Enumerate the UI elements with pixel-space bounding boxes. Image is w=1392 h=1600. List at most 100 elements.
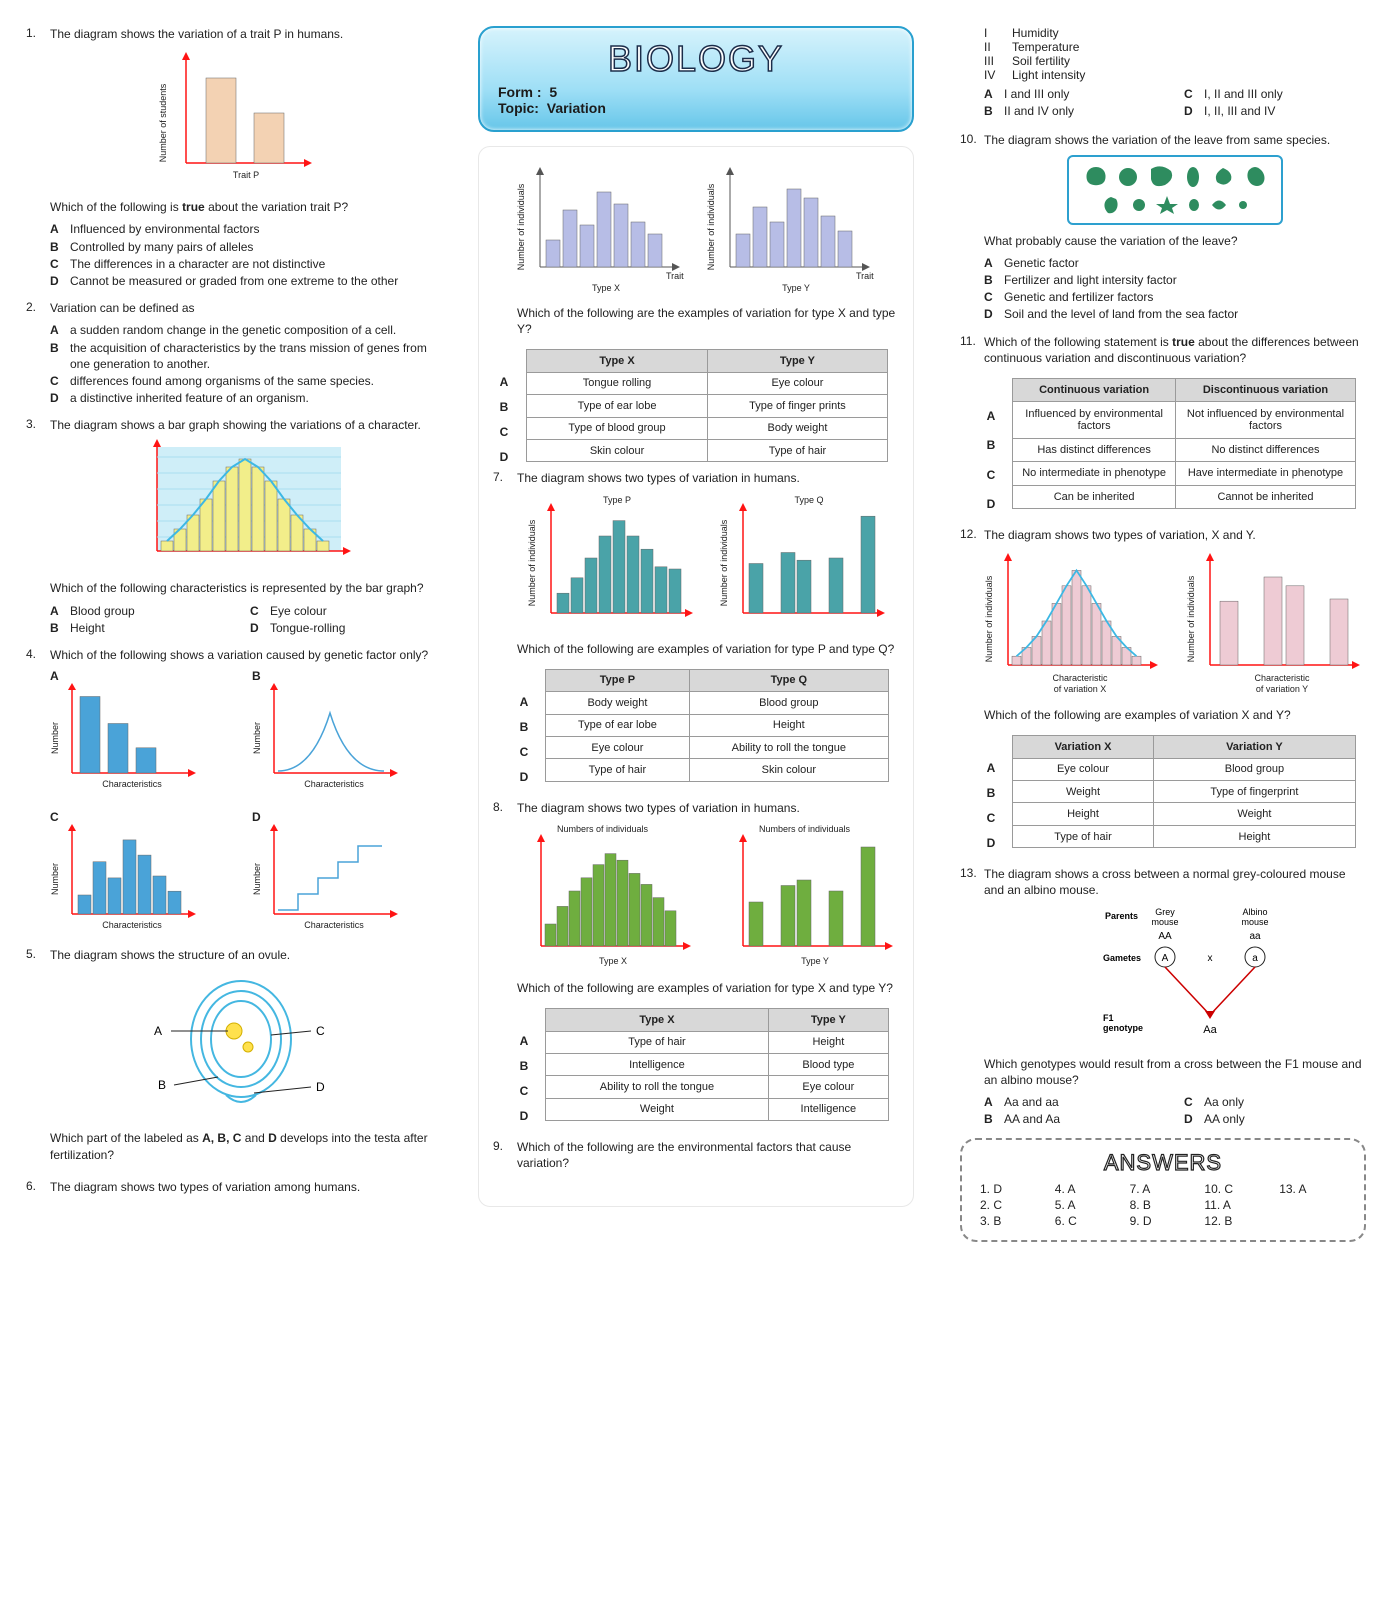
svg-text:C: C	[316, 1024, 325, 1038]
question-13: 13. The diagram shows a cross between a …	[960, 866, 1366, 1128]
option-a: AI and III only	[984, 86, 1166, 102]
svg-text:AA: AA	[1158, 931, 1172, 942]
option-d: DCannot be measured or graded from one e…	[50, 273, 432, 289]
option-d: DTongue-rolling	[250, 620, 432, 636]
option-b: Bthe acquisition of characteristics by t…	[50, 340, 432, 372]
q7-chart-q: Type Q Number of individuals	[719, 493, 889, 633]
svg-text:Number of individuals: Number of individuals	[984, 575, 994, 662]
svg-text:Number of individuals: Number of individuals	[706, 183, 716, 270]
svg-text:Number: Number	[252, 863, 262, 895]
answer-item: 1. D	[980, 1182, 1047, 1196]
question-12: 12. The diagram shows two types of varia…	[960, 527, 1366, 856]
option-c: CAa only	[1184, 1094, 1366, 1110]
question-7: 7. The diagram shows two types of variat…	[493, 470, 899, 789]
column-2: BIOLOGY Form : 5 Topic: Variation Number…	[470, 18, 922, 1254]
svg-text:of variation Y: of variation Y	[1256, 684, 1308, 694]
q7-chart-p: Type P Number of individuals	[527, 493, 697, 633]
q5-ovule-diagram: A B C D	[50, 969, 432, 1122]
svg-text:Parents: Parents	[1105, 911, 1138, 921]
question-text: The diagram shows two types of variation…	[50, 1179, 432, 1195]
question-number: 1.	[26, 26, 50, 290]
svg-text:Type Y: Type Y	[801, 956, 829, 966]
question-text: Which of the following statement is true…	[984, 334, 1366, 366]
question-1: 1. The diagram shows the variation of a …	[26, 26, 432, 290]
svg-text:Characteristics: Characteristics	[304, 779, 364, 789]
svg-text:mouse: mouse	[1241, 917, 1268, 927]
svg-text:Trait: Trait	[856, 271, 874, 281]
q4-chart-b: Number Characteristics	[252, 683, 402, 793]
option-d: DSoil and the level of land from the sea…	[984, 306, 1366, 322]
middle-panel: Number of individuals Trait Type X Numbe…	[478, 146, 914, 1207]
question-number: 8.	[493, 800, 517, 1129]
question-text: Which of the following shows a variation…	[50, 647, 432, 663]
option-c: CEye colour	[250, 603, 432, 619]
option-b: BAA and Aa	[984, 1111, 1166, 1127]
question-number: 9.	[493, 1139, 517, 1177]
svg-text:Trait P: Trait P	[233, 170, 259, 180]
q12-table: Variation XVariation YEye colourBlood gr…	[1012, 735, 1356, 848]
svg-text:genotype: genotype	[1103, 1023, 1143, 1033]
svg-text:of variation X: of variation X	[1054, 684, 1107, 694]
subject-title: BIOLOGY	[498, 38, 894, 80]
q10-leaf-diagram	[984, 155, 1366, 225]
svg-text:Trait: Trait	[666, 271, 684, 281]
q4-opt-b: B Number Characteristics	[252, 669, 432, 796]
svg-text:Type X: Type X	[592, 283, 620, 293]
question-number: 7.	[493, 470, 517, 789]
q9-roman-list: IHumidityIITemperatureIIISoil fertilityI…	[960, 26, 1366, 82]
svg-text:Aa: Aa	[1203, 1024, 1217, 1036]
svg-text:Characteristics: Characteristics	[102, 779, 162, 789]
svg-text:Type Q: Type Q	[794, 495, 823, 505]
q4-chart-c: Number Characteristics	[50, 824, 200, 934]
option-c: Cdifferences found among organisms of th…	[50, 373, 432, 389]
q4-opt-a: A Number Characteristics	[50, 669, 230, 796]
question-5: 5. The diagram shows the structure of an…	[26, 947, 432, 1169]
svg-text:x: x	[1208, 953, 1213, 964]
q13-ask: Which genotypes would result from a cros…	[984, 1056, 1366, 1088]
svg-text:Type X: Type X	[599, 956, 627, 966]
q10-ask: What probably cause the variation of the…	[984, 233, 1366, 249]
svg-text:F1: F1	[1103, 1013, 1114, 1023]
answer-item: 11. A	[1204, 1198, 1271, 1212]
q6-ask: Which of the following are the examples …	[493, 305, 899, 337]
question-number: 13.	[960, 866, 984, 1128]
question-number: 5.	[26, 947, 50, 1169]
question-number: 4.	[26, 647, 50, 937]
question-text: The diagram shows the variation of the l…	[984, 132, 1366, 148]
q11-table: Continuous variationDiscontinuous variat…	[1012, 378, 1356, 509]
answer-item: 3. B	[980, 1214, 1047, 1228]
answer-item	[1279, 1198, 1346, 1212]
option-d: Da distinctive inherited feature of an o…	[50, 390, 432, 406]
q6-charts: Number of individuals Trait Type X Numbe…	[493, 167, 899, 297]
answers-box: ANSWERS 1. D4. A7. A10. C13. A2. C5. A8.…	[960, 1138, 1366, 1242]
svg-text:Characteristics: Characteristics	[102, 920, 162, 930]
q7-table: Type PType QBody weightBlood groupType o…	[545, 669, 889, 782]
option-a: AGenetic factor	[984, 255, 1366, 271]
option-a: ABlood group	[50, 603, 232, 619]
svg-text:Number of students: Number of students	[158, 83, 168, 162]
svg-text:mouse: mouse	[1151, 917, 1178, 927]
q4-opt-c: C Number Characteristics	[50, 810, 230, 937]
q12-ask: Which of the following are examples of v…	[984, 707, 1366, 723]
option-a: AAa and aa	[984, 1094, 1166, 1110]
option-b: BControlled by many pairs of alleles	[50, 239, 432, 255]
svg-text:Albino: Albino	[1242, 907, 1267, 917]
answer-item: 7. A	[1130, 1182, 1197, 1196]
question-3: 3. The diagram shows a bar graph showing…	[26, 417, 432, 637]
question-number: 3.	[26, 417, 50, 637]
question-text: The diagram shows two types of variation…	[984, 527, 1366, 543]
question-9-intro: 9. Which of the following are the enviro…	[493, 1139, 899, 1177]
option-b: BFertilizer and light intersity factor	[984, 272, 1366, 288]
q8-chart-y: Numbers of individuals Type Y	[719, 822, 899, 972]
svg-text:D: D	[316, 1080, 325, 1094]
question-11: 11. Which of the following statement is …	[960, 334, 1366, 517]
svg-text:Characteristic: Characteristic	[1254, 673, 1310, 683]
svg-text:A: A	[154, 1024, 162, 1038]
answer-item: 13. A	[1279, 1182, 1346, 1196]
option-b: BHeight	[50, 620, 232, 636]
svg-text:a: a	[1252, 953, 1258, 964]
question-number: 2.	[26, 300, 50, 407]
svg-text:Characteristics: Characteristics	[304, 920, 364, 930]
svg-text:Type P: Type P	[603, 495, 631, 505]
svg-text:A: A	[1162, 953, 1169, 964]
